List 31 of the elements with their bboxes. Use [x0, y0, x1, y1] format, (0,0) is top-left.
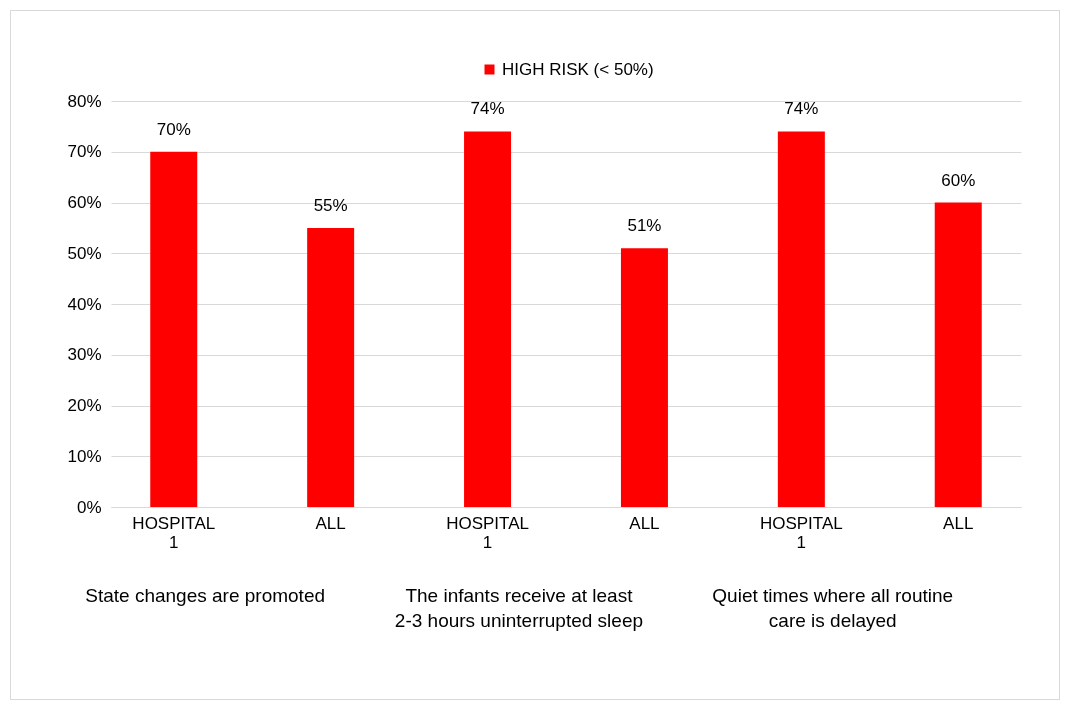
data-label: 74% [470, 99, 505, 119]
x-tick-label: ALL [943, 513, 974, 533]
x-tick-label: ALL [315, 513, 346, 533]
bar [934, 202, 982, 507]
y-tick-label: 70% [67, 142, 102, 162]
y-tick-label: 20% [67, 396, 102, 415]
bar [464, 131, 512, 507]
y-tick-label: 50% [67, 243, 102, 263]
data-label: 51% [627, 216, 662, 236]
legend-label: HIGH RISK (< 50%) [502, 59, 654, 79]
y-tick-label: 30% [67, 345, 102, 365]
x-tick-label: HOSPITAL 1 [759, 513, 843, 552]
text: The infants receive at least 2-3 hours uninterrupted sleep [394, 585, 644, 631]
y-tick-label: 40% [67, 294, 102, 314]
y-tick-label: 10% [67, 446, 102, 466]
data-label: 70% [156, 119, 191, 139]
text: State changes are promoted [85, 585, 326, 606]
bar [150, 151, 198, 507]
y-tick-label: 80% [67, 91, 102, 111]
bar [307, 227, 355, 507]
x-tick-label: HOSPITAL 1 [446, 513, 529, 552]
y-tick-label: 60% [67, 193, 102, 212]
data-label: 55% [313, 195, 348, 215]
bar [777, 131, 825, 507]
data-label: 60% [941, 170, 976, 190]
x-tick-label: ALL [629, 513, 660, 533]
data-label: 74% [784, 99, 819, 119]
y-tick-label: 0% [76, 497, 102, 517]
text: Quiet times where all routine care is delayed [712, 585, 954, 631]
bar [620, 248, 668, 507]
x-tick-label: HOSPITAL 1 [132, 513, 216, 552]
